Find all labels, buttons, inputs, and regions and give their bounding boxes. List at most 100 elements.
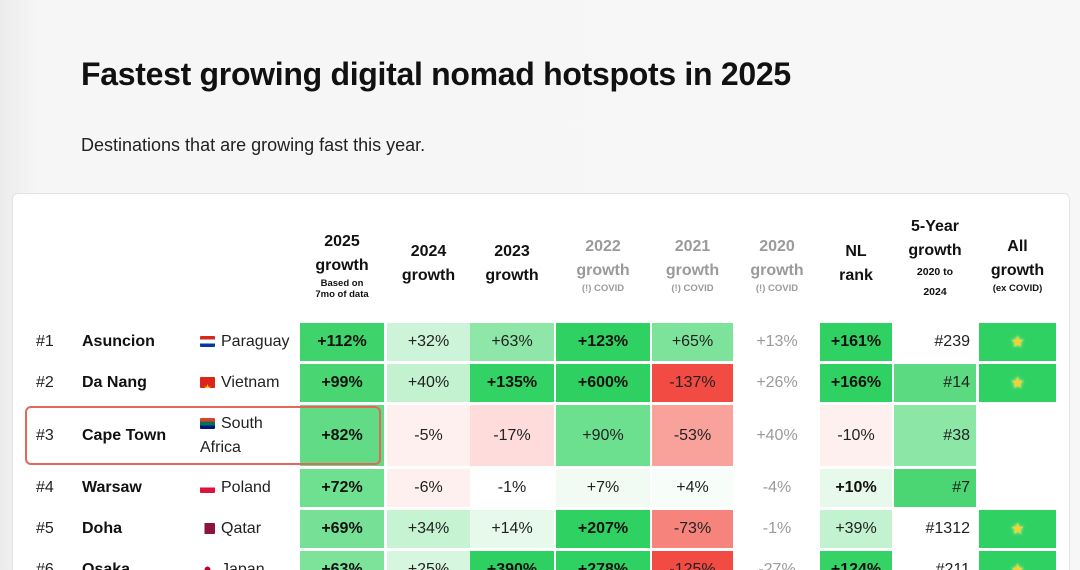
value-cell-2023: -1% [470, 469, 554, 507]
value-cell-2022: +207% [556, 510, 650, 548]
value-cell-2022: +90% [556, 405, 650, 466]
value-cell-2022: +7% [556, 469, 650, 507]
value-cell-5-year: #1312 [894, 510, 976, 548]
column-header-note: (!) COVID [671, 283, 714, 294]
value-cell-5-year: #14 [894, 364, 976, 402]
rank-cell: #6 [36, 561, 54, 570]
vietnam-flag-icon [200, 377, 215, 388]
value-cell-2024: -5% [387, 405, 470, 466]
star-icon: ★ [1010, 560, 1024, 570]
column-header-label: growth [750, 262, 804, 279]
country-name: Japan [221, 561, 265, 570]
value-cell-2024: +25% [387, 551, 470, 570]
country-name: Qatar [221, 520, 262, 537]
country-cell[interactable]: Paraguay [200, 323, 300, 361]
column-header-label: NL [845, 243, 867, 260]
country-cell[interactable]: Poland [200, 469, 300, 507]
value-cell-nl-rank: +124% [820, 551, 892, 570]
table-row[interactable]: #1 Asuncion Paraguay +112% +32% +63% +123% +65%… [0, 323, 1080, 361]
value-cell-2021: -53% [652, 405, 733, 466]
value-cell-2021: +4% [652, 469, 733, 507]
value-cell-2021: +65% [652, 323, 733, 361]
value-cell-5-year: #211 [894, 551, 976, 570]
column-header-note: 2024 [923, 286, 947, 298]
value-cell-2020: -4% [736, 469, 818, 507]
star-icon: ★ [1010, 334, 1025, 351]
japan-flag-icon [200, 564, 215, 570]
column-header-label: growth [485, 267, 539, 284]
rank-cell: #4 [36, 479, 54, 496]
city-cell[interactable]: Warsaw [82, 479, 142, 496]
column-header-note: 2020 to [916, 266, 954, 278]
value-cell-5-year: #239 [894, 323, 976, 361]
value-cell-2025: +99% [300, 364, 384, 402]
value-cell-2020: +26% [736, 364, 818, 402]
value-cell-2024: +40% [387, 364, 470, 402]
city-cell[interactable]: Da Nang [82, 374, 147, 391]
city-cell[interactable]: Cape Town [82, 426, 167, 444]
column-header-2021[interactable]: 2021 growth (!) COVID [652, 235, 733, 294]
value-cell-2025: +63% [300, 551, 384, 570]
country-cell[interactable]: Qatar [200, 510, 300, 548]
column-header-label: rank [839, 267, 873, 284]
country-name: Vietnam [221, 374, 280, 391]
value-cell-nl-rank: +10% [820, 469, 892, 507]
country-name: Paraguay [221, 333, 290, 350]
column-header-label: growth [401, 267, 456, 284]
value-cell-2024: +32% [387, 323, 470, 361]
column-header-2023[interactable]: 2023 growth [470, 240, 554, 288]
value-cell-all [979, 405, 1056, 466]
value-cell-2025: +69% [300, 510, 384, 548]
column-header-note: (!) COVID [755, 283, 799, 294]
value-cell-2021: -125% [652, 551, 733, 570]
city-cell[interactable]: Doha [82, 520, 122, 537]
column-header-note: Based on [320, 278, 364, 289]
value-cell-2022: +123% [556, 323, 650, 361]
country-cell[interactable]: South Africa [200, 405, 300, 466]
table-row[interactable]: #4 Warsaw Poland +72% -6% -1% +7% +4% -4% +10% #7 [0, 469, 1080, 507]
column-header-label: growth [576, 262, 630, 279]
city-cell[interactable]: Asuncion [82, 333, 155, 350]
value-cell-2021: -73% [652, 510, 733, 548]
value-cell-2024: -6% [387, 469, 470, 507]
table-row[interactable]: #6 Osaka Japan +63% +25% +390% +278% -125% -27% +… [0, 551, 1080, 570]
value-cell-2023: +390% [470, 551, 554, 570]
country-name: Poland [221, 479, 271, 496]
page-subtitle: Destinations that are growing fast this … [81, 135, 426, 155]
value-cell-2023: +14% [470, 510, 554, 548]
star-icon: ★ [1010, 375, 1025, 392]
country-cell[interactable]: Vietnam [200, 364, 300, 402]
city-cell[interactable]: Osaka [82, 561, 131, 570]
country-cell[interactable]: Japan [200, 551, 300, 570]
column-header-2022[interactable]: 2022 growth (!) COVID [556, 235, 650, 294]
table-row[interactable]: #2 Da Nang Vietnam +99% +40% +135% +600% -137% +… [0, 364, 1080, 402]
value-cell-2024: +34% [387, 510, 470, 548]
value-cell-all: ★ [979, 551, 1056, 570]
value-cell-all: ★ [979, 323, 1056, 361]
column-header-label: growth [990, 262, 1045, 279]
column-header-note: (ex COVID) [992, 283, 1043, 294]
country-name: South [221, 414, 263, 432]
value-cell-2021: -137% [652, 364, 733, 402]
column-header-note: 7mo of data [315, 289, 369, 300]
value-cell-nl-rank: +161% [820, 323, 892, 361]
value-cell-5-year: #38 [894, 405, 976, 466]
page-title: Fastest growing digital nomad hotspots i… [81, 56, 791, 92]
value-cell-2025: +82% [300, 405, 384, 466]
column-header-2024[interactable]: 2024 growth [387, 240, 470, 288]
column-header-nl-rank[interactable]: NL rank [820, 240, 892, 288]
column-header-label: 2020 [759, 238, 795, 255]
table-row[interactable]: #3 Cape Town South Africa +82% -5% -17% +90% -53… [0, 405, 1080, 466]
value-cell-2020: +13% [736, 323, 818, 361]
table-row[interactable]: #5 Doha Qatar +69% +34% +14% +207% -73% -1% +39% #… [0, 510, 1080, 548]
value-cell-nl-rank: +166% [820, 364, 892, 402]
column-header-5-year[interactable]: 5-Year growth 2020 to 2024 [894, 215, 976, 303]
country-name: Africa [200, 438, 241, 456]
column-header-2020[interactable]: 2020 growth (!) COVID [736, 235, 818, 294]
rank-cell: #2 [36, 374, 54, 391]
column-header-label: 2021 [674, 238, 711, 255]
column-header-2025[interactable]: 2025 growth Based on 7mo of data [300, 230, 384, 300]
column-header-all[interactable]: All growth (ex COVID) [979, 235, 1056, 294]
value-cell-all: ★ [979, 510, 1056, 548]
column-header-label: growth [665, 262, 720, 279]
